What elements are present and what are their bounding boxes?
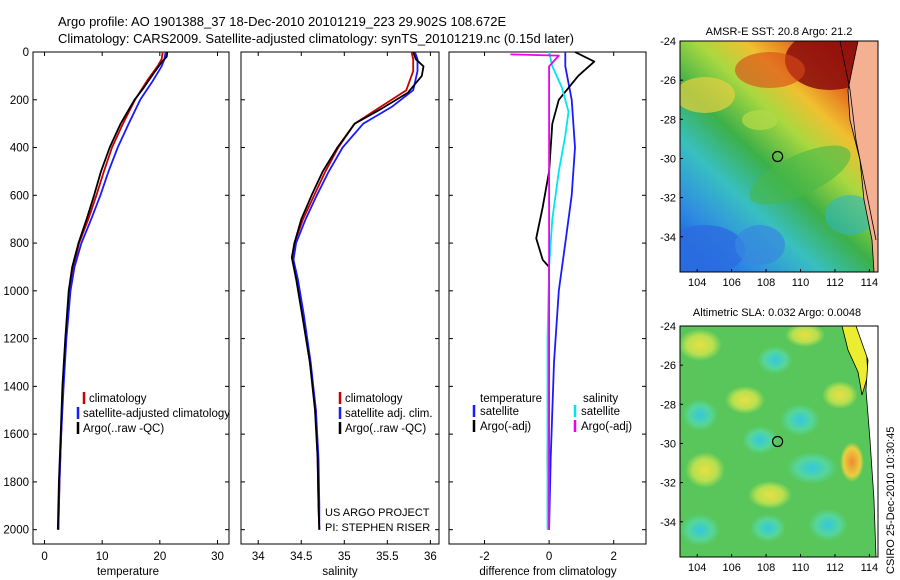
x-tick-label: 0 — [41, 551, 47, 563]
x-tick-label: 30 — [211, 551, 224, 563]
project-label: US ARGO PROJECT — [325, 507, 430, 519]
legend-label-climatology: climatology — [345, 393, 403, 405]
difference-series-satellite — [548, 52, 576, 530]
sst-map-title: AMSR-E SST: 20.8 Argo: 21.2 — [706, 26, 853, 38]
map-x-tick-label: 114 — [861, 562, 879, 574]
legend-label-satellite-t: satellite — [480, 406, 519, 418]
x-tick-label: 20 — [153, 551, 166, 563]
figure-title-1: Argo profile: AO 1901388_37 18-Dec-2010 … — [58, 14, 506, 29]
salinity-series-argo — [290, 51, 425, 530]
map-x-tick-label: 110 — [792, 562, 810, 574]
sla-field — [680, 326, 878, 557]
csiro-timestamp: CSIRO 25-Dec-2010 10:30:45 — [885, 427, 897, 574]
y-tick-label: 200 — [10, 95, 29, 107]
y-tick-label: 1000 — [3, 286, 29, 298]
x-tick-label: 10 — [96, 551, 109, 563]
x-tick-label: 0 — [546, 551, 552, 563]
temperature-xlabel: temperature — [97, 566, 159, 578]
pi-label: PI: STEPHEN RISER — [325, 522, 430, 534]
temperature-axes — [32, 51, 230, 545]
legend-label-satellite: satellite-adjusted climatology — [83, 408, 230, 420]
legend-title-salinity: salinity — [583, 393, 618, 405]
x-tick-label: 2 — [611, 551, 617, 563]
temperature-series-satellite — [57, 51, 167, 530]
legend-label-satellite-s: satellite — [581, 406, 620, 418]
difference-series-cyan — [546, 51, 570, 530]
sla-land — [855, 326, 878, 557]
legend-label-argo-t: Argo(-adj) — [480, 421, 531, 433]
y-tick-label: 400 — [10, 143, 29, 155]
map-y-tick-label: -28 — [660, 399, 676, 411]
salinity-panel: 34 34.5 35 35.5 36 salinity climatology sate… — [240, 51, 440, 578]
map-y-tick-label: -24 — [660, 321, 676, 333]
legend-label-argo-s: Argo(-adj) — [581, 421, 632, 433]
temperature-legend: climatology satellite-adjusted climatolo… — [76, 392, 230, 435]
difference-xlabel: difference from climatology — [479, 566, 616, 578]
x-tick-label: 34.5 — [290, 551, 312, 563]
salinity-legend: climatology satellite adj. clim. Argo(..… — [338, 392, 433, 435]
sla-map-panel: Altimetric SLA: 0.032 Argo: 0.0048 104 10… — [660, 307, 879, 574]
map-y-tick-label: -26 — [660, 75, 676, 87]
map-x-tick-label: 108 — [757, 277, 775, 289]
y-tick-label: 2000 — [3, 525, 29, 537]
legend-label-argo: Argo(..raw -QC) — [83, 423, 164, 435]
map-x-tick-label: 106 — [722, 562, 740, 574]
x-tick-label: -2 — [479, 551, 489, 563]
y-tick-label: 600 — [10, 190, 29, 202]
map-x-tick-label: 108 — [757, 562, 775, 574]
map-y-tick-label: -28 — [660, 114, 676, 126]
y-tick-label: 1800 — [3, 477, 29, 489]
y-tick-label: 1400 — [3, 381, 29, 393]
temperature-panel: 0 10 20 30 0 200 400 600 800 1000 1200 1400 1600 1800… — [3, 47, 230, 578]
y-tick-label: 1200 — [3, 334, 29, 346]
map-x-tick-label: 112 — [826, 277, 844, 289]
legend-label-satellite: satellite adj. clim. — [345, 408, 433, 420]
legend-label-argo: Argo(..raw -QC) — [345, 423, 426, 435]
salinity-xlabel: salinity — [322, 566, 357, 578]
y-tick-label: 1600 — [3, 429, 29, 441]
map-y-tick-label: -34 — [660, 232, 676, 244]
x-tick-label: 34 — [252, 551, 265, 563]
map-x-tick-label: 106 — [722, 277, 740, 289]
map-y-tick-label: -26 — [660, 360, 676, 372]
sst-contour — [839, 41, 877, 241]
difference-legend: temperature salinity satellite Argo(-adj… — [472, 393, 632, 433]
temperature-series-argo — [56, 51, 169, 530]
x-tick-label: 36 — [424, 551, 437, 563]
sst-argo-marker — [771, 150, 784, 163]
y-tick-label: 0 — [23, 47, 29, 59]
sla-map-title: Altimetric SLA: 0.032 Argo: 0.0048 — [693, 307, 861, 319]
y-tick-label: 800 — [10, 238, 29, 250]
map-x-tick-label: 104 — [688, 562, 706, 574]
figure-title-2: Climatology: CARS2009. Satellite-adjuste… — [58, 31, 574, 46]
sla-argo-marker — [771, 435, 784, 448]
map-y-tick-label: -30 — [660, 438, 676, 450]
map-y-tick-label: -24 — [660, 36, 676, 48]
map-x-tick-label: 114 — [861, 277, 879, 289]
difference-panel: -2 0 2 difference from climatology tempera… — [448, 51, 647, 578]
salinity-axes — [240, 51, 440, 545]
sst-map-panel: AMSR-E SST: 20.8 Argo: 21.2 104 106 108 110… — [660, 26, 879, 289]
legend-label-climatology: climatology — [89, 393, 147, 405]
map-x-tick-label: 112 — [826, 562, 844, 574]
map-y-tick-label: -30 — [660, 153, 676, 165]
map-y-tick-label: -34 — [660, 517, 676, 529]
sst-field — [680, 41, 878, 272]
map-x-tick-label: 104 — [688, 277, 706, 289]
map-x-tick-label: 110 — [792, 277, 810, 289]
map-y-tick-label: -32 — [660, 478, 676, 490]
legend-title-temperature: temperature — [480, 393, 542, 405]
difference-series-magenta — [510, 53, 560, 530]
x-tick-label: 35 — [338, 551, 351, 563]
x-tick-label: 35.5 — [376, 551, 398, 563]
map-y-tick-label: -32 — [660, 193, 676, 205]
